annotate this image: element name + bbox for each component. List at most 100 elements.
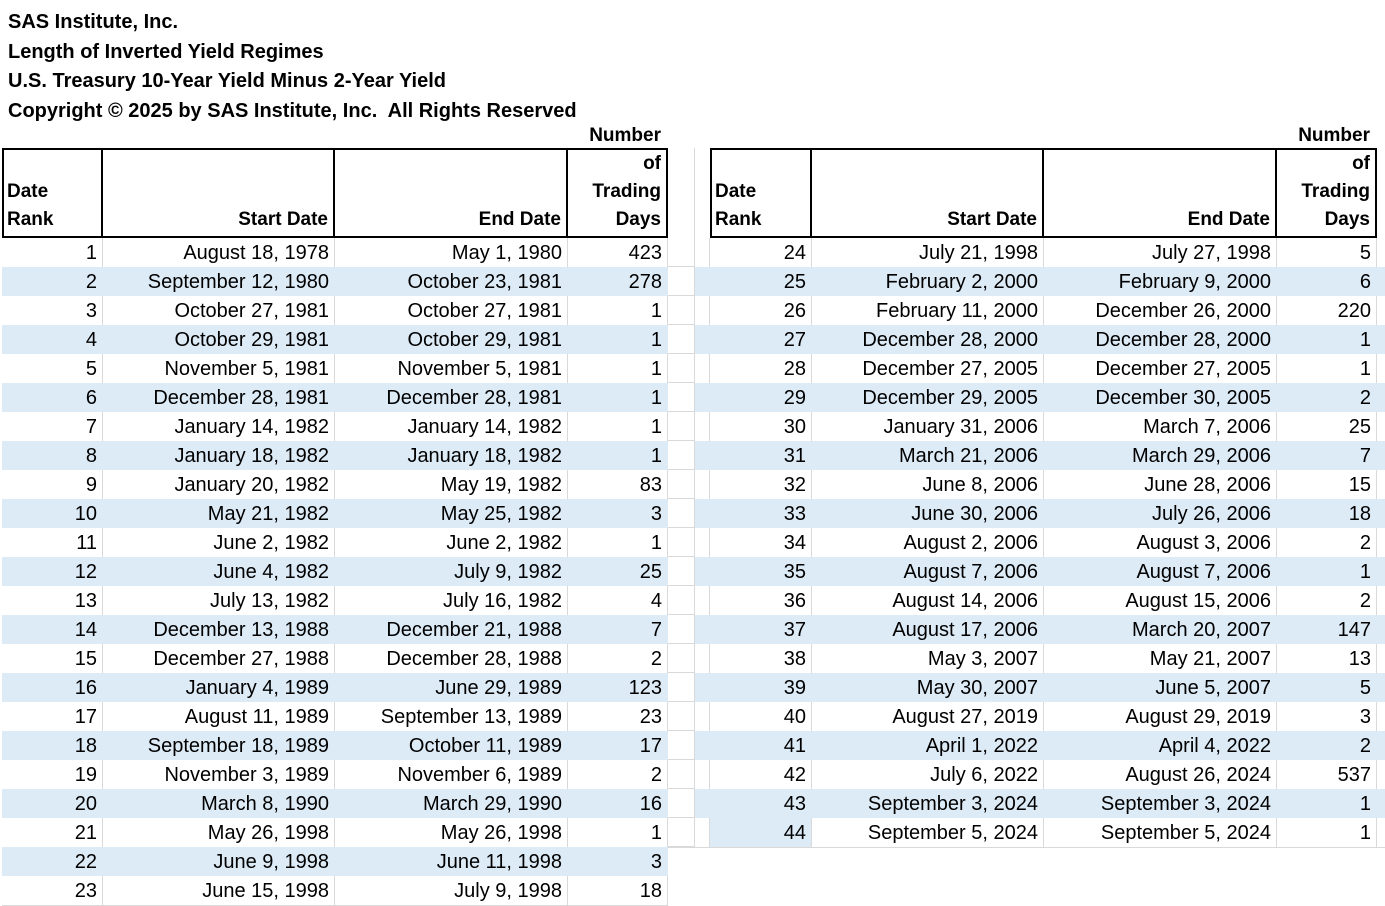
table-row: 34 August 2, 2006 August 3, 2006 2 — [695, 528, 1385, 557]
cell-trading-days: 423 — [568, 238, 668, 267]
table-row: 37 August 17, 2006 March 20, 2007 147 — [695, 615, 1385, 644]
cell-date-rank: 8 — [2, 441, 103, 470]
cell-end-date: October 29, 1981 — [335, 325, 568, 354]
row-left-pad — [695, 412, 710, 441]
cell-start-date: May 30, 2007 — [812, 673, 1044, 702]
cell-date-rank: 14 — [2, 615, 103, 644]
cell-date-rank: 44 — [710, 818, 812, 847]
cell-end-date: September 13, 1989 — [335, 702, 568, 731]
row-right-pad — [1377, 499, 1385, 528]
row-left-pad — [695, 325, 710, 354]
row-right-pad — [1377, 238, 1385, 267]
row-right-pad — [1377, 325, 1385, 354]
regimes-table-ranks-1-23: Date Rank Start Date End Date Number of … — [2, 125, 668, 905]
table-row: 31 March 21, 2006 March 29, 2006 7 — [695, 441, 1385, 470]
table-row: 19 November 3, 1989 November 6, 1989 2 — [2, 760, 668, 789]
table-row: 30 January 31, 2006 March 7, 2006 25 — [695, 412, 1385, 441]
cell-start-date: June 4, 1982 — [103, 557, 335, 586]
row-left-pad — [695, 354, 710, 383]
cell-start-date: September 3, 2024 — [812, 789, 1044, 818]
cell-end-date: February 9, 2000 — [1044, 267, 1277, 296]
regimes-table-ranks-24-44: Date Rank Start Date End Date Number of … — [695, 125, 1385, 847]
row-right-pad — [1377, 586, 1385, 615]
row-left-pad — [695, 615, 710, 644]
cell-start-date: January 4, 1989 — [103, 673, 335, 702]
header-start-date: Start Date — [103, 148, 335, 238]
cell-start-date: June 8, 2006 — [812, 470, 1044, 499]
cell-trading-days: 13 — [1277, 644, 1377, 673]
row-left-pad — [695, 760, 710, 789]
cell-trading-days: 23 — [568, 702, 668, 731]
cell-start-date: September 12, 1980 — [103, 267, 335, 296]
cell-trading-days: 1 — [568, 325, 668, 354]
cell-trading-days: 1 — [568, 441, 668, 470]
header-date-rank: Date Rank — [2, 148, 103, 238]
cell-date-rank: 4 — [2, 325, 103, 354]
cell-start-date: August 27, 2019 — [812, 702, 1044, 731]
table-row: 24 July 21, 1998 July 27, 1998 5 — [695, 238, 1385, 267]
row-right-pad — [1377, 760, 1385, 789]
table-row: 22 June 9, 1998 June 11, 1998 3 — [2, 847, 668, 876]
cell-trading-days: 1 — [1277, 789, 1377, 818]
cell-date-rank: 15 — [2, 644, 103, 673]
cell-end-date: April 4, 2022 — [1044, 731, 1277, 760]
cell-end-date: September 3, 2024 — [1044, 789, 1277, 818]
cell-start-date: April 1, 2022 — [812, 731, 1044, 760]
cell-start-date: July 21, 1998 — [812, 238, 1044, 267]
cell-start-date: March 21, 2006 — [812, 441, 1044, 470]
cell-end-date: June 2, 1982 — [335, 528, 568, 557]
row-left-pad — [695, 557, 710, 586]
cell-end-date: May 21, 2007 — [1044, 644, 1277, 673]
cell-trading-days: 1 — [1277, 557, 1377, 586]
row-left-pad — [695, 238, 710, 267]
cell-end-date: June 28, 2006 — [1044, 470, 1277, 499]
cell-end-date: July 16, 1982 — [335, 586, 568, 615]
cell-end-date: January 14, 1982 — [335, 412, 568, 441]
table-row: 3 October 27, 1981 October 27, 1981 1 — [2, 296, 668, 325]
table-row: 39 May 30, 2007 June 5, 2007 5 — [695, 673, 1385, 702]
cell-date-rank: 27 — [710, 325, 812, 354]
row-left-pad — [695, 673, 710, 702]
cell-start-date: February 11, 2000 — [812, 296, 1044, 325]
table-row: 2 September 12, 1980 October 23, 1981 27… — [2, 267, 668, 296]
cell-date-rank: 38 — [710, 644, 812, 673]
table-row: 14 December 13, 1988 December 21, 1988 7 — [2, 615, 668, 644]
cell-trading-days: 7 — [568, 615, 668, 644]
cell-start-date: July 13, 1982 — [103, 586, 335, 615]
cell-trading-days: 123 — [568, 673, 668, 702]
row-left-pad — [695, 267, 710, 296]
cell-end-date: August 15, 2006 — [1044, 586, 1277, 615]
cell-date-rank: 26 — [710, 296, 812, 325]
table-header-row: Date Rank Start Date End Date Number of … — [2, 125, 668, 238]
cell-start-date: August 18, 1978 — [103, 238, 335, 267]
table-row: 38 May 3, 2007 May 21, 2007 13 — [695, 644, 1385, 673]
cell-end-date: December 26, 2000 — [1044, 296, 1277, 325]
cell-date-rank: 10 — [2, 499, 103, 528]
cell-date-rank: 34 — [710, 528, 812, 557]
cell-trading-days: 4 — [568, 586, 668, 615]
cell-start-date: January 20, 1982 — [103, 470, 335, 499]
cell-trading-days: 2 — [568, 760, 668, 789]
cell-start-date: December 28, 2000 — [812, 325, 1044, 354]
cell-start-date: December 28, 1981 — [103, 383, 335, 412]
cell-start-date: October 27, 1981 — [103, 296, 335, 325]
row-left-pad — [695, 731, 710, 760]
cell-end-date: December 28, 1988 — [335, 644, 568, 673]
cell-start-date: September 18, 1989 — [103, 731, 335, 760]
cell-end-date: May 1, 1980 — [335, 238, 568, 267]
cell-start-date: May 21, 1982 — [103, 499, 335, 528]
row-right-pad — [1377, 702, 1385, 731]
header-trading-days: Number of Trading Days — [1277, 125, 1377, 238]
cell-date-rank: 32 — [710, 470, 812, 499]
cell-trading-days: 18 — [1277, 499, 1377, 528]
cell-date-rank: 29 — [710, 383, 812, 412]
cell-date-rank: 28 — [710, 354, 812, 383]
cell-date-rank: 23 — [2, 876, 103, 905]
cell-start-date: August 14, 2006 — [812, 586, 1044, 615]
cell-date-rank: 24 — [710, 238, 812, 267]
row-left-pad — [695, 441, 710, 470]
cell-trading-days: 18 — [568, 876, 668, 905]
cell-start-date: August 7, 2006 — [812, 557, 1044, 586]
table-row: 17 August 11, 1989 September 13, 1989 23 — [2, 702, 668, 731]
row-left-pad — [695, 789, 710, 818]
